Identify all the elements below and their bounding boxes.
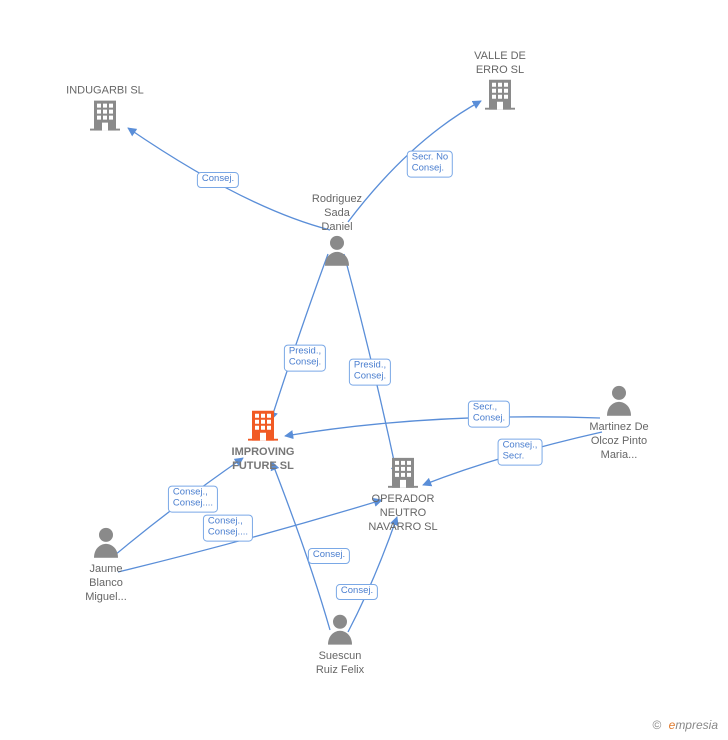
edge-label: Consej. bbox=[308, 548, 350, 564]
node-improving[interactable]: IMPROVINGFUTURE SL bbox=[208, 409, 318, 474]
node-label: SuescunRuiz Felix bbox=[285, 650, 395, 678]
node-label: Martinez DeOlcoz PintoMaria... bbox=[564, 421, 674, 462]
person-icon bbox=[326, 632, 354, 649]
brand-rest: mpresia bbox=[675, 718, 718, 732]
edge-label: Secr. NoConsej. bbox=[407, 151, 453, 178]
person-icon bbox=[323, 253, 351, 270]
node-indugarbi[interactable]: INDUGARBI SL bbox=[50, 85, 160, 136]
building-icon bbox=[248, 428, 278, 445]
node-label: INDUGARBI SL bbox=[50, 85, 160, 99]
node-label: IMPROVINGFUTURE SL bbox=[208, 446, 318, 474]
edge-label: Consej. bbox=[197, 172, 239, 188]
node-label: OPERADORNEUTRONAVARRO SL bbox=[348, 493, 458, 534]
node-label: JaumeBlancoMiguel... bbox=[51, 563, 161, 604]
node-valle[interactable]: VALLE DEERRO SL bbox=[445, 50, 555, 115]
edge-rodriguez-to-improving bbox=[271, 254, 328, 420]
edge-label: Secr.,Consej. bbox=[468, 401, 510, 428]
edge-martinez-to-improving bbox=[285, 417, 600, 436]
person-icon bbox=[92, 545, 120, 562]
building-icon bbox=[388, 475, 418, 492]
copyright-symbol: © bbox=[652, 718, 661, 732]
node-label: VALLE DEERRO SL bbox=[445, 50, 555, 78]
edge-label: Consej.,Consej.... bbox=[203, 515, 253, 542]
edge-label: Consej.,Consej.... bbox=[168, 486, 218, 513]
person-icon bbox=[605, 403, 633, 420]
edge-suescun-to-improving bbox=[272, 462, 330, 630]
network-diagram: INDUGARBI SL VALLE DEERRO SL RodriguezSa… bbox=[0, 0, 728, 740]
node-operador[interactable]: OPERADORNEUTRONAVARRO SL bbox=[348, 456, 458, 534]
node-martinez[interactable]: Martinez DeOlcoz PintoMaria... bbox=[564, 384, 674, 462]
node-label: RodriguezSadaDaniel bbox=[282, 193, 392, 234]
credit: © empresia bbox=[652, 718, 718, 732]
node-jaume[interactable]: JaumeBlancoMiguel... bbox=[51, 526, 161, 604]
building-icon bbox=[90, 117, 120, 134]
edge-label: Presid.,Consej. bbox=[349, 359, 391, 386]
edge-label: Consej.,Secr. bbox=[498, 439, 543, 466]
node-suescun[interactable]: SuescunRuiz Felix bbox=[285, 613, 395, 678]
node-rodriguez[interactable]: RodriguezSadaDaniel bbox=[282, 193, 392, 271]
edge-label: Presid.,Consej. bbox=[284, 345, 326, 372]
building-icon bbox=[485, 96, 515, 113]
edge-label: Consej. bbox=[336, 584, 378, 600]
